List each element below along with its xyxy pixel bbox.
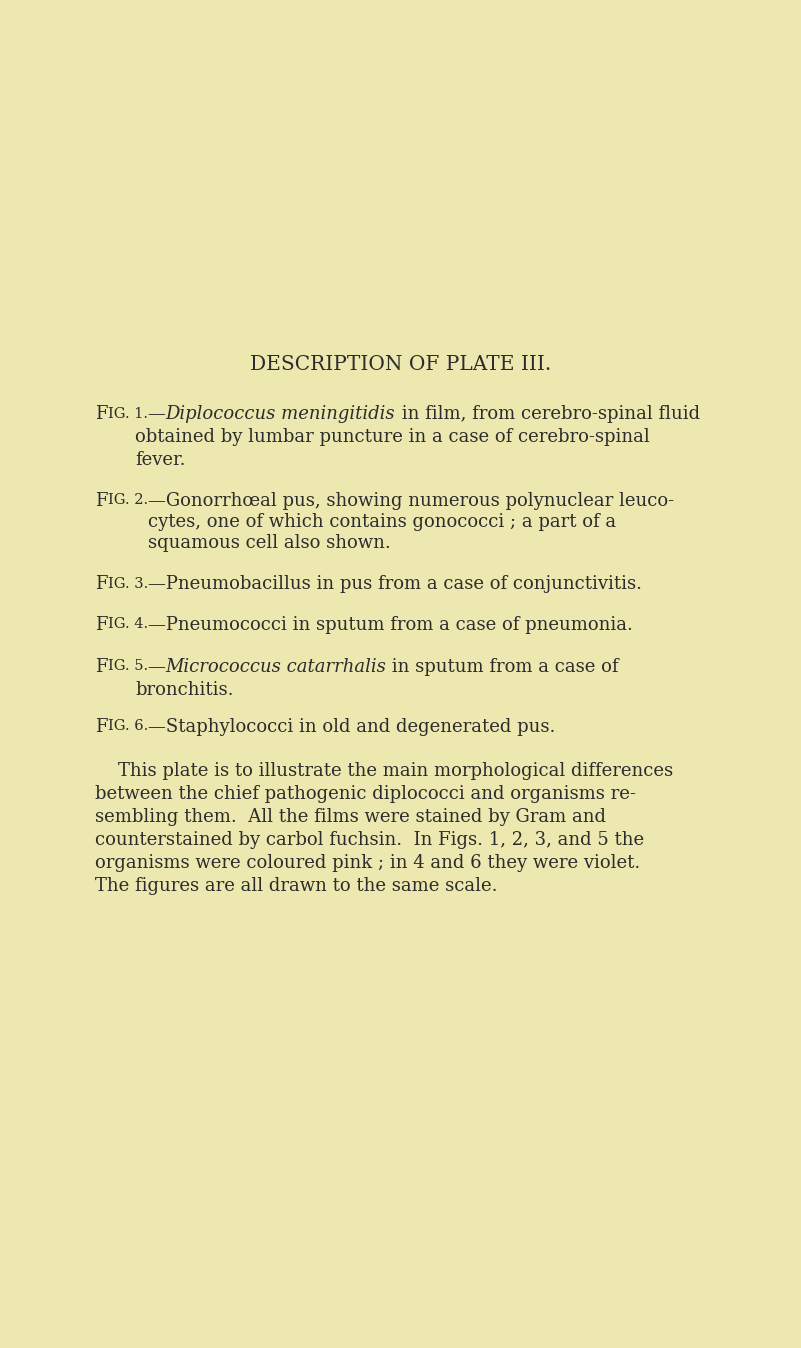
Text: F: F: [95, 576, 107, 593]
Text: obtained by lumbar puncture in a case of cerebro-spinal: obtained by lumbar puncture in a case of…: [135, 429, 650, 446]
Text: F: F: [95, 658, 107, 675]
Text: F: F: [95, 718, 107, 736]
Text: IG. 2.: IG. 2.: [107, 493, 147, 507]
Text: IG. 3.: IG. 3.: [107, 577, 147, 590]
Text: F: F: [95, 492, 107, 510]
Text: —: —: [147, 658, 166, 675]
Text: between the chief pathogenic diplococci and organisms re-: between the chief pathogenic diplococci …: [95, 785, 636, 803]
Text: IG. 6.: IG. 6.: [107, 720, 147, 733]
Text: —Staphylococci in old and degenerated pus.: —Staphylococci in old and degenerated pu…: [147, 718, 555, 736]
Text: IG. 4.: IG. 4.: [107, 617, 147, 631]
Text: counterstained by carbol fuchsin.  In Figs. 1, 2, 3, and 5 the: counterstained by carbol fuchsin. In Fig…: [95, 830, 644, 849]
Text: —Pneumobacillus in pus from a case of conjunctivitis.: —Pneumobacillus in pus from a case of co…: [147, 576, 642, 593]
Text: Diplococcus meningitidis: Diplococcus meningitidis: [165, 404, 395, 423]
Text: DESCRIPTION OF PLATE III.: DESCRIPTION OF PLATE III.: [250, 355, 551, 373]
Text: —Pneumococci in sputum from a case of pneumonia.: —Pneumococci in sputum from a case of pn…: [147, 616, 633, 634]
Text: fever.: fever.: [135, 452, 186, 469]
Text: sembling them.  All the films were stained by Gram and: sembling them. All the films were staine…: [95, 807, 606, 826]
Text: in film, from cerebro-spinal fluid: in film, from cerebro-spinal fluid: [396, 404, 700, 423]
Text: This plate is to illustrate the main morphological differences: This plate is to illustrate the main mor…: [95, 762, 673, 780]
Text: F: F: [95, 404, 107, 423]
Text: —: —: [147, 404, 165, 423]
Text: IG. 1.: IG. 1.: [107, 407, 147, 421]
Text: F: F: [95, 616, 107, 634]
Text: organisms were coloured pink ; in 4 and 6 they were violet.: organisms were coloured pink ; in 4 and …: [95, 855, 640, 872]
Text: bronchitis.: bronchitis.: [135, 681, 234, 700]
Text: IG. 5.: IG. 5.: [107, 659, 147, 674]
Text: —Gonorrhœal pus, showing numerous polynuclear leuco-
cytes, one of which contain: —Gonorrhœal pus, showing numerous polynu…: [147, 492, 674, 551]
Text: Micrococcus catarrhalis: Micrococcus catarrhalis: [166, 658, 386, 675]
Text: The figures are all drawn to the same scale.: The figures are all drawn to the same sc…: [95, 878, 497, 895]
Text: in sputum from a case of: in sputum from a case of: [387, 658, 619, 675]
